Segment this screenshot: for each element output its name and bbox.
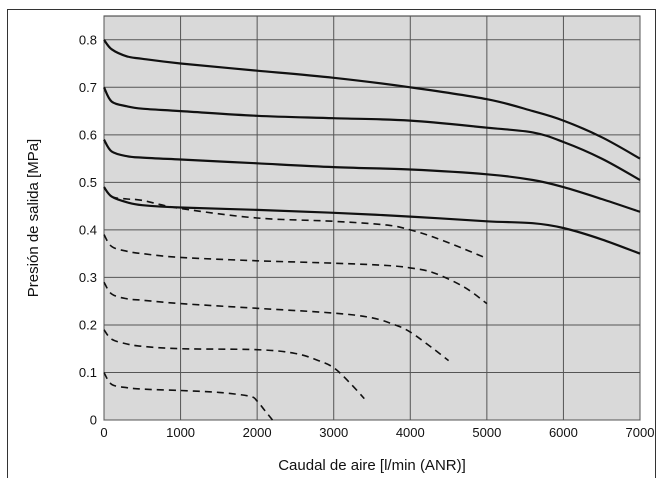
plot-area	[103, 15, 641, 421]
y-tick-label: 0.3	[79, 270, 97, 285]
chart-frame	[7, 9, 656, 478]
x-tick-label: 3000	[319, 425, 348, 440]
series-lines	[103, 39, 641, 421]
solid-series-line-2	[103, 139, 641, 213]
dashed-series-line-8	[103, 372, 274, 421]
x-tick-labels: 0 1000 2000 3000 4000 5000 6000 7000	[100, 425, 654, 440]
solid-series-line-1	[103, 86, 641, 181]
x-tick-label: 6000	[549, 425, 578, 440]
y-tick-label: 0.4	[79, 222, 97, 237]
x-tick-label: 4000	[396, 425, 425, 440]
y-tick-label: 0.2	[79, 317, 97, 332]
solid-series-line-0	[103, 39, 641, 160]
solid-series-line-3	[103, 186, 641, 255]
x-tick-label: 1000	[166, 425, 195, 440]
y-tick-label: 0.1	[79, 365, 97, 380]
dashed-series-line-4	[103, 186, 488, 260]
dashed-series-line-7	[103, 329, 365, 400]
x-tick-label: 7000	[626, 425, 655, 440]
y-tick-label: 0.6	[79, 127, 97, 142]
y-tick-label: 0.5	[79, 175, 97, 190]
y-tick-label: 0	[90, 413, 97, 428]
y-tick-labels: 0 0.1 0.2 0.3 0.4 0.5 0.6 0.7 0.8	[79, 32, 97, 427]
x-tick-label: 0	[100, 425, 107, 440]
y-tick-label: 0.7	[79, 80, 97, 95]
x-axis-label: Caudal de aire [l/min (ANR)]	[278, 457, 466, 474]
x-tick-label: 5000	[472, 425, 501, 440]
gridlines	[103, 16, 641, 421]
x-tick-label: 2000	[243, 425, 272, 440]
dashed-series-line-5	[103, 234, 488, 305]
dashed-series-line-6	[103, 281, 450, 362]
y-tick-label: 0.8	[79, 32, 97, 47]
y-axis-label: Presión de salida [MPa]	[25, 139, 42, 297]
